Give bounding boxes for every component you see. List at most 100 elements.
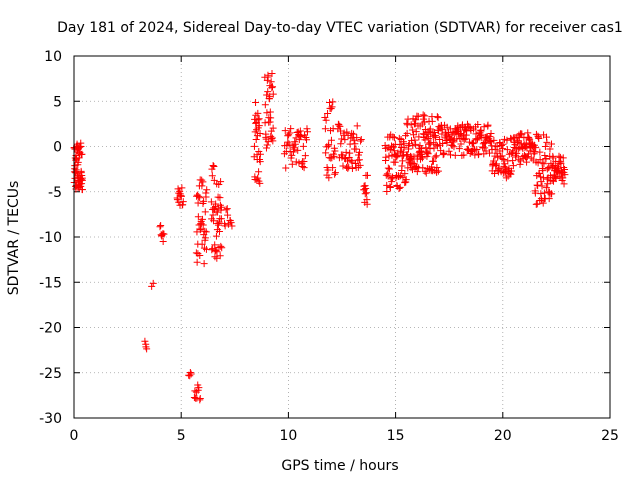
data-point [346, 149, 354, 157]
tick-layer: 0 5 10 15 20 25 10 5 0 -5 -10 -15 -20 -25 -30 [39, 49, 619, 444]
data-point [396, 147, 404, 155]
data-point [211, 247, 219, 255]
data-point [445, 147, 453, 155]
data-point [77, 143, 85, 151]
data-point [252, 135, 260, 143]
data-point [353, 122, 361, 130]
data-point [156, 223, 164, 231]
data-point [178, 184, 186, 192]
data-point [223, 205, 231, 213]
data-point [472, 130, 480, 138]
x-tick-label: 0 [70, 428, 79, 444]
data-point [269, 137, 277, 145]
data-point [343, 128, 351, 136]
data-point [385, 165, 393, 173]
data-point [407, 155, 415, 163]
data-point [363, 189, 371, 197]
data-point [207, 198, 215, 206]
data-point [187, 370, 195, 378]
data-point [267, 78, 275, 86]
data-point [322, 149, 330, 157]
data-point [194, 250, 202, 258]
data-point [331, 170, 339, 178]
data-point [266, 118, 274, 126]
data-point [424, 150, 432, 158]
data-point [448, 142, 456, 150]
data-point [348, 164, 356, 172]
data-point [484, 121, 492, 129]
data-point [449, 138, 457, 146]
data-point [300, 164, 308, 172]
data-point [321, 125, 329, 133]
data-point [423, 133, 431, 141]
data-point [407, 121, 415, 129]
data-point [537, 190, 545, 198]
data-point [514, 145, 522, 153]
data-point [281, 127, 289, 135]
data-point [473, 146, 481, 154]
data-point [210, 217, 218, 225]
data-point [286, 129, 294, 137]
data-point [418, 154, 426, 162]
data-point [395, 173, 403, 181]
data-point [255, 115, 263, 123]
data-point [499, 140, 507, 148]
data-point [415, 133, 423, 141]
y-tick-label: -15 [39, 275, 62, 291]
data-point [217, 242, 225, 250]
data-point [295, 136, 303, 144]
data-point [201, 208, 209, 216]
data-point [268, 84, 276, 92]
data-point [196, 252, 204, 260]
data-point [353, 134, 361, 142]
data-point [560, 180, 568, 188]
data-point [532, 200, 540, 208]
data-point [363, 171, 371, 179]
x-axis-label: GPS time / hours [281, 458, 398, 474]
data-point [261, 101, 269, 109]
data-point [396, 183, 404, 191]
data-point [200, 260, 208, 268]
data-point [269, 83, 277, 91]
data-point [432, 152, 440, 160]
data-point [543, 138, 551, 146]
data-point [382, 153, 390, 161]
data-point [383, 181, 391, 189]
data-point [286, 147, 294, 155]
y-axis-label: SDTVAR / TECUs [6, 181, 22, 296]
data-point [535, 134, 543, 142]
data-point [561, 171, 569, 179]
data-point [341, 136, 349, 144]
data-point [196, 194, 204, 202]
data-point [432, 133, 440, 141]
data-point [431, 153, 439, 161]
data-point [412, 140, 420, 148]
data-point [507, 167, 515, 175]
data-point [330, 152, 338, 160]
data-point [535, 169, 543, 177]
data-point [361, 182, 369, 190]
data-point [203, 186, 211, 194]
data-point [329, 164, 337, 172]
data-point [443, 123, 451, 131]
data-point [267, 114, 275, 122]
data-point [428, 163, 436, 171]
data-point [254, 116, 262, 124]
data-point [395, 134, 403, 142]
data-point [398, 162, 406, 170]
data-point [216, 194, 224, 202]
data-point [210, 204, 218, 212]
data-point [335, 121, 343, 129]
data-point [448, 130, 456, 138]
data-point [491, 169, 499, 177]
data-point [414, 112, 422, 120]
data-point [390, 134, 398, 142]
data-point [222, 206, 230, 214]
data-point [400, 143, 408, 151]
data-point [256, 179, 264, 187]
data-point [434, 114, 442, 122]
data-point [386, 183, 394, 191]
data-point [77, 175, 85, 183]
data-point [439, 139, 447, 147]
data-point [450, 143, 458, 151]
